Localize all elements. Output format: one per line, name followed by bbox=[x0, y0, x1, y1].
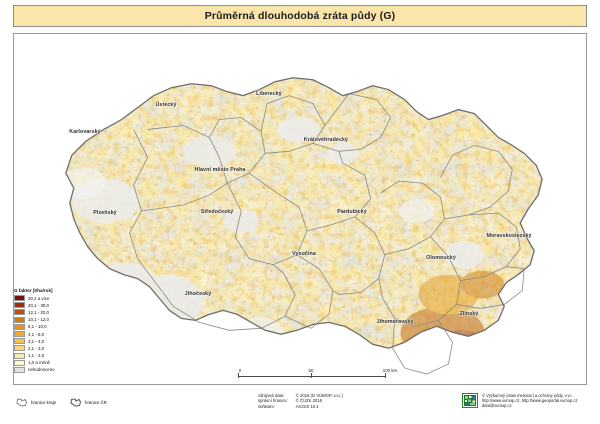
region-label-jihočeský: Jihočeský bbox=[184, 291, 212, 297]
metadata-row: zdrojová data: © 2016 (G VÚMOP, v.v.i.) bbox=[258, 393, 343, 398]
publisher-text: © Výzkumný ústav meliorací a ochrany půd… bbox=[482, 393, 578, 409]
scale-label-0: 0 bbox=[238, 368, 242, 373]
region-label-moravskoslezský: Moravskoslezský bbox=[486, 233, 532, 239]
legend-label: 8,1 - 10,0 bbox=[28, 324, 47, 330]
metadata-key: software: bbox=[258, 403, 275, 409]
legend-rows: 30,1 a více 20,1 - 30,0 12,1 - 20,0 10,1 - … bbox=[14, 295, 92, 374]
legend-item: 2,1 - 3,0 bbox=[14, 345, 92, 352]
legend-label: 1,1 - 2,0 bbox=[28, 353, 45, 359]
boundary-key-kraj: hranice kraje bbox=[16, 398, 56, 407]
scale-bar-line bbox=[238, 376, 386, 377]
legend-swatch bbox=[14, 352, 25, 359]
boundary-key-kraj-label: hranice kraje bbox=[31, 400, 57, 405]
legend-swatch bbox=[14, 338, 25, 345]
legend-title: G faktor [t/ha/rok] bbox=[14, 288, 53, 293]
map-frame[interactable]: Karlovarský Ústecký Liberecký Královéhradec… bbox=[13, 33, 587, 385]
region-label-královéhradecký: Královéhradecký bbox=[303, 137, 349, 143]
metadata-key: zdrojová data: bbox=[258, 393, 285, 398]
legend-item: 12,1 - 20,0 bbox=[14, 309, 92, 316]
scale-tick-50 bbox=[311, 373, 312, 378]
region-label-karlovarský: Karlovarský bbox=[69, 129, 101, 135]
legend-item: nehodnoceno bbox=[14, 366, 92, 373]
legend-item: 20,1 - 30,0 bbox=[14, 302, 92, 309]
scale-label-100: 100 km bbox=[382, 368, 398, 373]
scale-bar: 0 50 100 km bbox=[238, 368, 397, 382]
map-svg bbox=[14, 34, 586, 384]
metadata-key: správní hranice: bbox=[258, 398, 288, 404]
region-label-zlínský: Zlínský bbox=[459, 311, 479, 317]
legend-label: 20,1 - 30,0 bbox=[28, 302, 49, 308]
boundary-key-cr-label: hranice ČR bbox=[85, 400, 107, 405]
scale-label-50: 50 bbox=[308, 368, 314, 373]
legend-label: 3,1 - 4,0 bbox=[28, 338, 45, 344]
region-polygon-icon bbox=[16, 398, 27, 407]
legend-swatch bbox=[14, 309, 25, 316]
legend-label: 30,1 a více bbox=[28, 295, 50, 301]
vumop-logo-icon bbox=[462, 393, 478, 408]
legend-swatch bbox=[14, 295, 25, 302]
legend-item: 1,0 a méně bbox=[14, 359, 92, 366]
legend-swatch bbox=[14, 359, 25, 366]
metadata-value: ArcGIS 10.4 bbox=[295, 403, 319, 409]
legend-swatch bbox=[14, 345, 25, 352]
region-label-plzeňský: Plzeňský bbox=[93, 210, 117, 216]
legend-label: 10,1 - 12,0 bbox=[28, 317, 49, 323]
legend-swatch bbox=[14, 331, 25, 338]
metadata-row: správní hranice: © ČÚZK 2016 bbox=[258, 398, 343, 403]
region-boundaries bbox=[129, 93, 525, 375]
map-metadata: zdrojová data: © 2016 (G VÚMOP, v.v.i.) sp… bbox=[258, 393, 343, 409]
legend: G faktor [t/ha/rok] 30,1 a více 20,1 - 30… bbox=[14, 288, 92, 374]
legend-item: 1,1 - 2,0 bbox=[14, 352, 92, 359]
publisher-line-3: data@vumop.cz bbox=[482, 403, 512, 409]
region-label-liberecký: Liberecký bbox=[256, 91, 282, 97]
legend-swatch bbox=[14, 323, 25, 330]
publisher-line-2: http://www.vumop.cz, http://www.geoporta… bbox=[482, 398, 578, 404]
legend-label: 2,1 - 3,0 bbox=[28, 345, 45, 351]
national-border bbox=[65, 77, 543, 349]
country-polygon-icon bbox=[70, 398, 82, 407]
legend-item: 3,1 - 4,0 bbox=[14, 338, 92, 345]
metadata-value: © 2016 (G VÚMOP, v.v.i.) bbox=[295, 393, 343, 398]
legend-label: nehodnoceno bbox=[28, 367, 55, 373]
legend-swatch bbox=[14, 366, 25, 373]
legend-label: 12,1 - 20,0 bbox=[28, 309, 49, 315]
publisher-block: © Výzkumný ústav meliorací a ochrany půd… bbox=[462, 393, 578, 409]
publisher-line-1: © Výzkumný ústav meliorací a ochrany půd… bbox=[482, 393, 573, 398]
legend-swatch bbox=[14, 302, 25, 309]
region-label-olomoucký: Olomoucký bbox=[426, 255, 456, 261]
map-canvas[interactable] bbox=[14, 34, 586, 384]
boundary-key-cr: hranice ČR bbox=[70, 398, 107, 407]
legend-item: 8,1 - 10,0 bbox=[14, 323, 92, 330]
region-label-středočeský: Středočeský bbox=[200, 209, 234, 215]
map-title-bar: Průměrná dlouhodobá zráta půdy (G) bbox=[13, 5, 587, 27]
legend-item: 30,1 a více bbox=[14, 295, 92, 302]
metadata-row: software: ArcGIS 10.4 bbox=[258, 404, 343, 409]
region-label-vysočina: Vysočina bbox=[292, 251, 316, 257]
region-label-jihomoravský: Jihomoravský bbox=[376, 319, 414, 325]
metadata-value: © ČÚZK 2016 bbox=[295, 398, 322, 404]
region-label-pardubický: Pardubický bbox=[337, 209, 367, 215]
page-title: Průměrná dlouhodobá zráta půdy (G) bbox=[204, 10, 396, 22]
scale-tick-100 bbox=[385, 373, 386, 378]
legend-item: 10,1 - 12,0 bbox=[14, 316, 92, 323]
legend-label: 4,1 - 8,0 bbox=[28, 331, 45, 337]
region-label-ústecký: Ústecký bbox=[155, 102, 177, 108]
region-label-hlavní-město-praha: Hlavní město Praha bbox=[194, 167, 246, 173]
legend-item: 4,1 - 8,0 bbox=[14, 330, 92, 338]
legend-swatch bbox=[14, 316, 25, 323]
legend-label: 1,0 a méně bbox=[28, 360, 50, 366]
scale-tick-0 bbox=[238, 373, 239, 378]
